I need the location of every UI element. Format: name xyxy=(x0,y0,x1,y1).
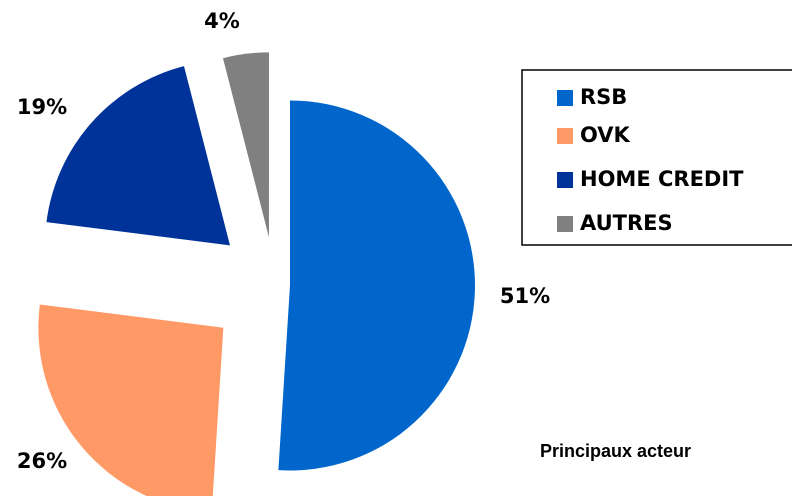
legend-swatch xyxy=(557,216,573,232)
legend-label: OVK xyxy=(580,123,631,147)
annotation: Principaux acteur xyxy=(540,441,691,461)
legend-swatch xyxy=(557,90,573,106)
data-label: 19% xyxy=(17,95,67,119)
data-label: 26% xyxy=(17,449,67,473)
data-label: 51% xyxy=(500,284,550,308)
legend-swatch xyxy=(557,128,573,144)
pie-slice xyxy=(222,52,269,238)
legend-swatch xyxy=(557,172,573,188)
legend-label: AUTRES xyxy=(580,211,673,235)
data-label: 4% xyxy=(204,9,240,33)
pie-slice xyxy=(38,304,224,496)
legend-label: RSB xyxy=(580,85,627,109)
legend-label: HOME CREDIT xyxy=(580,167,744,191)
pie-slice xyxy=(278,100,475,471)
pie-slice xyxy=(46,66,230,246)
